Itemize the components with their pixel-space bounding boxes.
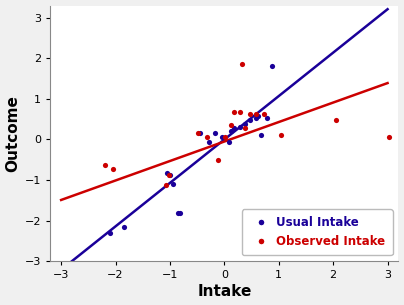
Point: [385, 135, 392, 140]
Point: [231, 109, 238, 114]
Point: [236, 109, 243, 114]
Point: [101, 162, 108, 167]
Point: [278, 132, 285, 137]
Point: [247, 117, 254, 122]
Point: [175, 211, 181, 216]
Point: [211, 131, 218, 136]
Point: [252, 116, 259, 121]
Point: [227, 123, 234, 128]
X-axis label: Intake: Intake: [197, 285, 252, 300]
Point: [222, 135, 229, 140]
Point: [252, 112, 259, 117]
Point: [332, 117, 339, 122]
Point: [166, 173, 172, 178]
Point: [258, 133, 265, 138]
Point: [269, 63, 276, 68]
Point: [162, 182, 169, 187]
Point: [260, 112, 267, 117]
Point: [242, 122, 248, 127]
Point: [206, 139, 213, 144]
Point: [242, 126, 248, 131]
Point: [197, 131, 203, 136]
Point: [109, 166, 116, 171]
Point: [215, 157, 221, 162]
Point: [227, 128, 234, 133]
Point: [219, 135, 225, 140]
Point: [255, 113, 261, 118]
Point: [263, 116, 270, 121]
Point: [164, 170, 170, 175]
Point: [225, 139, 232, 144]
Point: [204, 135, 210, 140]
Point: [169, 182, 176, 187]
Point: [120, 224, 127, 229]
Point: [195, 131, 202, 136]
Point: [236, 124, 243, 129]
Point: [177, 211, 183, 216]
Point: [247, 112, 254, 117]
Point: [167, 173, 173, 178]
Point: [238, 62, 245, 67]
Y-axis label: Outcome: Outcome: [6, 95, 21, 172]
Point: [231, 126, 238, 131]
Legend: Usual Intake, Observed Intake: Usual Intake, Observed Intake: [242, 209, 393, 255]
Point: [107, 230, 114, 235]
